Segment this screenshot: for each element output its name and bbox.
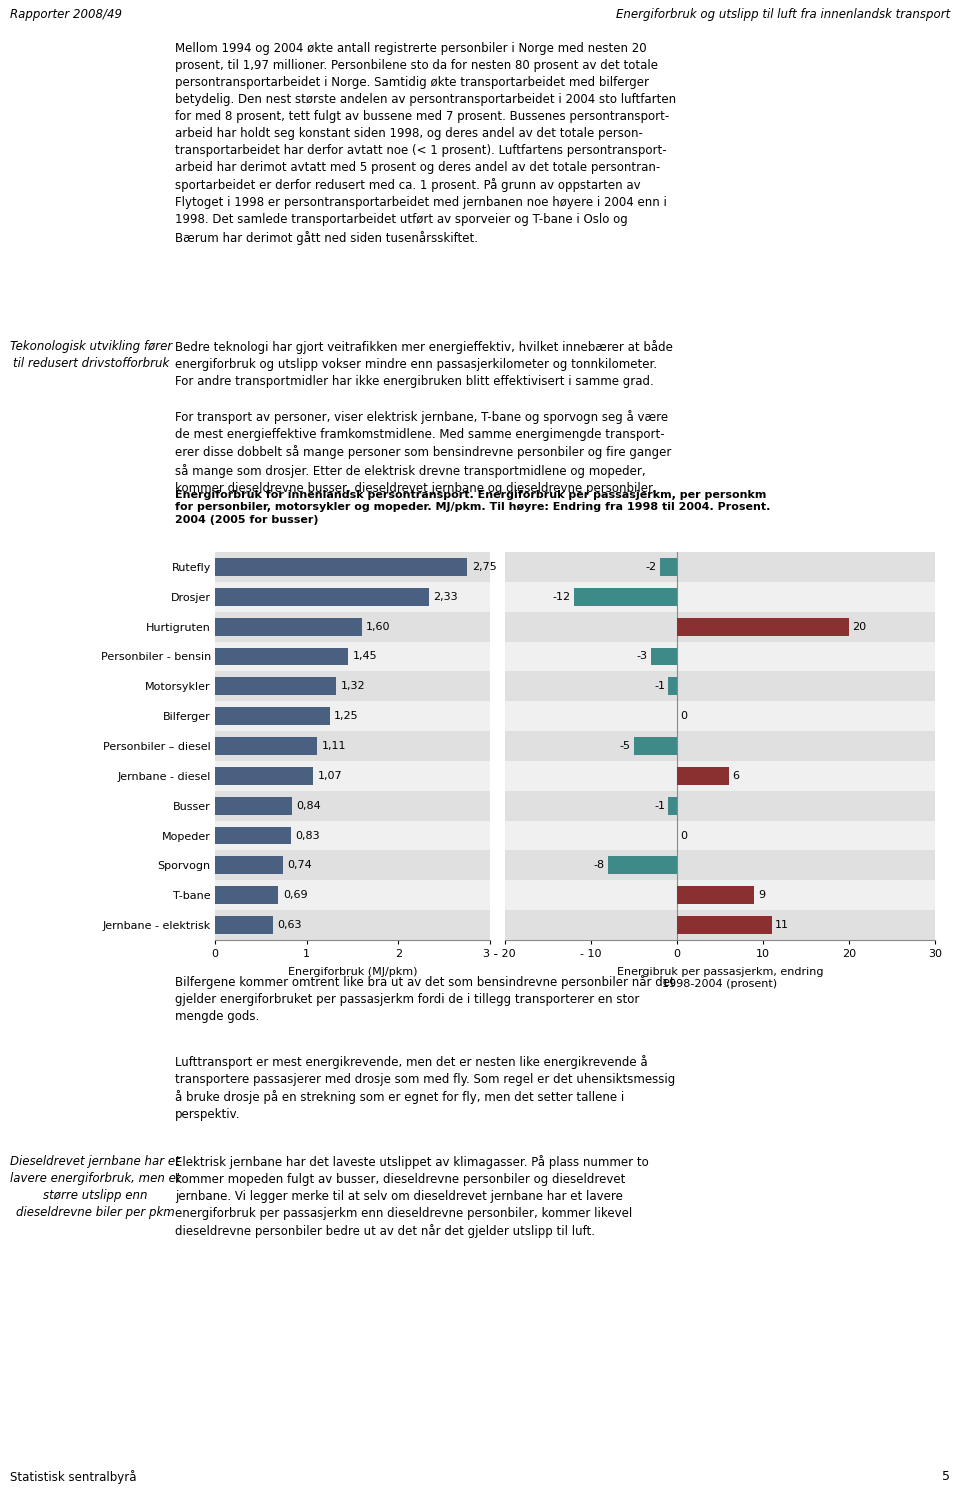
Text: 1,25: 1,25 <box>334 712 359 721</box>
X-axis label: Energiforbruk (MJ/pkm): Energiforbruk (MJ/pkm) <box>288 968 418 977</box>
Bar <box>505 642 935 672</box>
Text: 0,69: 0,69 <box>283 890 307 901</box>
Bar <box>574 588 677 606</box>
Text: -8: -8 <box>593 861 605 871</box>
Text: 6: 6 <box>732 771 739 780</box>
Bar <box>215 582 490 612</box>
Text: 0,84: 0,84 <box>297 801 322 810</box>
Text: 0,74: 0,74 <box>287 861 312 871</box>
Bar <box>215 910 490 940</box>
Text: Bedre teknologi har gjort veitrafikken mer energieffektiv, hvilket innebærer at : Bedre teknologi har gjort veitrafikken m… <box>175 339 673 389</box>
Bar <box>215 791 490 820</box>
X-axis label: Energibruk per passasjerkm, endring
1998-2004 (prosent): Energibruk per passasjerkm, endring 1998… <box>616 968 824 989</box>
Bar <box>677 767 729 785</box>
Text: 20: 20 <box>852 621 867 631</box>
Bar <box>505 672 935 701</box>
Bar <box>505 820 935 850</box>
Text: Statistisk sentralbyrå: Statistisk sentralbyrå <box>10 1470 136 1485</box>
Bar <box>677 618 849 636</box>
Bar <box>215 737 317 755</box>
Text: 1,60: 1,60 <box>367 621 391 631</box>
Bar <box>215 820 490 850</box>
Bar <box>215 856 283 874</box>
Text: Rapporter 2008/49: Rapporter 2008/49 <box>10 7 122 21</box>
Bar <box>215 797 292 814</box>
Bar <box>677 886 755 904</box>
Bar <box>215 707 329 725</box>
Bar <box>668 797 677 814</box>
Bar <box>215 701 490 731</box>
Text: Bilfergene kommer omtrent like bra ut av det som bensindrevne personbiler når de: Bilfergene kommer omtrent like bra ut av… <box>175 975 675 1023</box>
Bar <box>505 880 935 910</box>
Bar <box>215 588 428 606</box>
Bar <box>215 612 490 642</box>
Bar <box>505 791 935 820</box>
Text: Dieseldrevet jernbane har et
lavere energiforbruk, men et
større utslipp enn
die: Dieseldrevet jernbane har et lavere ener… <box>10 1155 180 1219</box>
Bar <box>505 850 935 880</box>
Text: -12: -12 <box>552 591 570 602</box>
Bar <box>677 916 772 934</box>
Bar <box>215 677 336 695</box>
Bar <box>505 910 935 940</box>
Bar <box>215 552 490 582</box>
Bar <box>668 677 677 695</box>
Bar <box>505 761 935 791</box>
Text: 0,63: 0,63 <box>277 920 301 931</box>
Text: -5: -5 <box>619 742 631 750</box>
Bar <box>505 731 935 761</box>
Text: 0: 0 <box>681 712 687 721</box>
Bar <box>505 701 935 731</box>
Bar <box>215 880 490 910</box>
Text: -1: -1 <box>654 682 665 691</box>
Text: Energiforbruk og utslipp til luft fra innenlandsk transport: Energiforbruk og utslipp til luft fra in… <box>615 7 950 21</box>
Bar <box>215 916 273 934</box>
Bar <box>505 552 935 582</box>
Text: Tekonologisk utvikling fører
til redusert drivstofforbruk: Tekonologisk utvikling fører til reduser… <box>10 339 172 369</box>
Text: Lufttransport er mest energikrevende, men det er nesten like energikrevende å
tr: Lufttransport er mest energikrevende, me… <box>175 1056 675 1121</box>
Text: 5: 5 <box>942 1470 950 1483</box>
Bar <box>651 648 677 666</box>
Text: -2: -2 <box>645 561 657 572</box>
Text: Mellom 1994 og 2004 økte antall registrerte personbiler i Norge med nesten 20
pr: Mellom 1994 og 2004 økte antall registre… <box>175 42 676 244</box>
Bar <box>215 767 313 785</box>
Text: For transport av personer, viser elektrisk jernbane, T-bane og sporvogn seg å væ: For transport av personer, viser elektri… <box>175 409 671 494</box>
Bar <box>215 761 490 791</box>
Bar <box>215 642 490 672</box>
Bar <box>505 582 935 612</box>
Bar <box>215 886 278 904</box>
Text: Elektrisk jernbane har det laveste utslippet av klimagasser. På plass nummer to
: Elektrisk jernbane har det laveste utsli… <box>175 1155 649 1239</box>
Text: Energiforbruk for innenlandsk persontransport. Energiforbruk per passasjerkm, pe: Energiforbruk for innenlandsk persontran… <box>175 490 770 524</box>
Bar <box>660 558 677 576</box>
Text: 1,45: 1,45 <box>352 652 377 661</box>
Text: 11: 11 <box>775 920 789 931</box>
Bar <box>215 618 362 636</box>
Text: 1,07: 1,07 <box>318 771 343 780</box>
Bar <box>215 731 490 761</box>
Bar <box>215 826 291 844</box>
Text: -3: -3 <box>636 652 648 661</box>
Text: 1,32: 1,32 <box>341 682 365 691</box>
Text: 1,11: 1,11 <box>322 742 346 750</box>
Bar <box>634 737 677 755</box>
Bar <box>215 672 490 701</box>
Text: 9: 9 <box>757 890 765 901</box>
Text: 0: 0 <box>681 831 687 840</box>
Text: -1: -1 <box>654 801 665 810</box>
Bar <box>505 612 935 642</box>
Text: 2,33: 2,33 <box>433 591 458 602</box>
Text: 2,75: 2,75 <box>471 561 496 572</box>
Bar <box>215 648 348 666</box>
Bar <box>609 856 677 874</box>
Bar <box>215 558 468 576</box>
Text: 0,83: 0,83 <box>296 831 321 840</box>
Bar <box>215 850 490 880</box>
